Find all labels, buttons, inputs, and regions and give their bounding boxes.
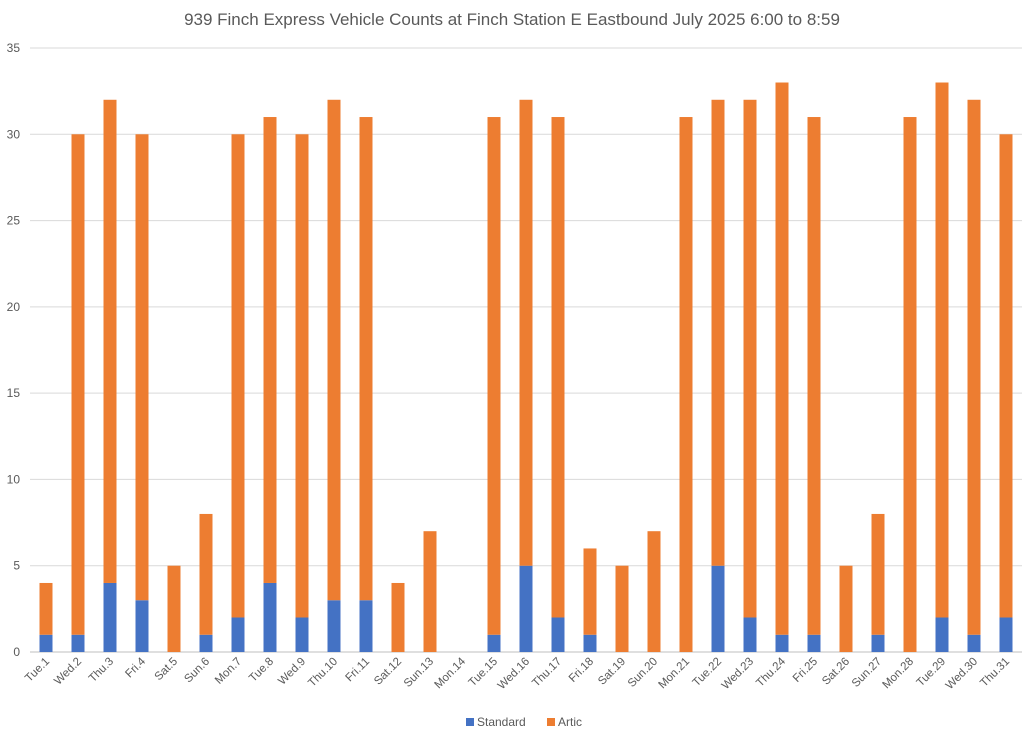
bar-standard-Wed.16 <box>519 565 533 652</box>
chart-title: 939 Finch Express Vehicle Counts at Finc… <box>184 10 840 29</box>
bar-standard-Tue.1 <box>39 634 53 652</box>
y-axis-ticks: 0 5 10 15 20 25 30 35 <box>7 41 21 659</box>
bar-artic-Wed.16 <box>519 99 533 566</box>
x-tick-label: Wed.2 <box>52 656 84 688</box>
y-tick-label: 0 <box>13 645 20 659</box>
x-tick-label: Fri.11 <box>343 656 372 685</box>
x-tick-label: Thu.31 <box>978 656 1012 690</box>
bar-artic-Sat.5 <box>167 565 181 652</box>
legend-swatch-artic <box>547 718 555 726</box>
bar-artic-Tue.22 <box>711 99 725 566</box>
bar-artic-Mon.21 <box>679 117 693 653</box>
y-tick-label: 25 <box>7 214 21 228</box>
x-tick-label: Sun.20 <box>626 656 660 690</box>
bar-standard-Fri.18 <box>583 634 597 652</box>
legend-label-artic: Artic <box>558 715 582 729</box>
bar-standard-Wed.23 <box>743 617 757 652</box>
bar-artic-Thu.17 <box>551 117 565 618</box>
bar-artic-Fri.25 <box>807 117 821 635</box>
x-tick-label: Mon.7 <box>213 656 244 687</box>
bar-artic-Sat.19 <box>615 565 629 652</box>
x-tick-label: Sat.19 <box>596 656 628 688</box>
x-tick-label: Tue.1 <box>23 656 52 685</box>
bar-artic-Sun.6 <box>199 513 213 635</box>
x-tick-label: Mon.14 <box>433 655 469 691</box>
bar-standard-Fri.4 <box>135 600 149 652</box>
x-tick-label: Sun.27 <box>850 656 884 690</box>
x-tick-label: Sat.26 <box>820 656 852 688</box>
y-tick-label: 15 <box>7 386 21 400</box>
bar-artic-Thu.31 <box>999 134 1013 618</box>
bar-standard-Tue.8 <box>263 582 277 652</box>
bar-standard-Wed.30 <box>967 634 981 652</box>
x-tick-label: Wed.23 <box>720 656 756 692</box>
legend-label-standard: Standard <box>477 715 526 729</box>
bar-artic-Tue.1 <box>39 582 53 635</box>
x-tick-label: Mon.28 <box>881 656 917 692</box>
x-tick-label: Wed.9 <box>276 656 308 688</box>
x-tick-label: Sun.6 <box>182 656 212 686</box>
bar-artic-Thu.3 <box>103 99 117 583</box>
bar-standard-Tue.29 <box>935 617 949 652</box>
x-tick-label: Thu.3 <box>87 656 116 685</box>
legend-swatch-standard <box>466 718 474 726</box>
bar-artic-Tue.29 <box>935 82 949 618</box>
x-tick-label: Sat.12 <box>372 656 404 688</box>
bar-artic-Sun.13 <box>423 531 437 652</box>
bar-standard-Thu.10 <box>327 600 341 652</box>
bar-standard-Wed.9 <box>295 617 309 652</box>
bar-artic-Mon.7 <box>231 134 245 618</box>
bar-standard-Tue.15 <box>487 634 501 652</box>
bar-artic-Wed.30 <box>967 99 981 635</box>
bar-artic-Wed.23 <box>743 99 757 618</box>
y-tick-label: 10 <box>7 472 21 486</box>
x-tick-label: Mon.21 <box>657 656 693 692</box>
bar-standard-Tue.22 <box>711 565 725 652</box>
bar-artic-Sat.12 <box>391 582 405 652</box>
bar-standard-Thu.24 <box>775 634 789 652</box>
y-tick-label: 30 <box>7 127 21 141</box>
x-axis-ticks: Tue.1 Wed.2 Thu.3 Fri.4 Sat.5 Sun.6 Mon.7 Tue.8… <box>23 655 1012 692</box>
bar-artic-Sun.20 <box>647 531 661 652</box>
bar-standard-Fri.11 <box>359 600 373 652</box>
x-tick-label: Wed.30 <box>944 656 980 692</box>
y-tick-label: 35 <box>7 41 21 55</box>
bar-artic-Sun.27 <box>871 513 885 635</box>
bar-standard-Fri.25 <box>807 634 821 652</box>
bar-artic-Tue.8 <box>263 117 277 583</box>
bar-artic-Tue.15 <box>487 117 501 635</box>
bar-standard-Wed.2 <box>71 634 85 652</box>
x-tick-label: Fri.18 <box>567 656 596 685</box>
bar-standard-Sun.6 <box>199 634 213 652</box>
x-tick-label: Sat.5 <box>153 656 180 683</box>
y-tick-label: 20 <box>7 300 21 314</box>
y-tick-label: 5 <box>13 559 20 573</box>
bar-standard-Mon.7 <box>231 617 245 652</box>
bar-artic-Thu.10 <box>327 99 341 601</box>
bar-artic-Sat.26 <box>839 565 853 652</box>
bar-artic-Wed.9 <box>295 134 309 618</box>
bars <box>39 82 1013 653</box>
bar-standard-Thu.17 <box>551 617 565 652</box>
legend: Standard Artic <box>466 715 582 729</box>
x-tick-label: Fri.4 <box>123 655 148 680</box>
x-tick-label: Fri.25 <box>791 656 820 685</box>
bar-artic-Mon.28 <box>903 117 917 653</box>
x-tick-label: Thu.17 <box>530 656 564 690</box>
x-tick-label: Wed.16 <box>496 656 532 692</box>
bar-standard-Thu.31 <box>999 617 1013 652</box>
bar-artic-Fri.11 <box>359 117 373 601</box>
bar-artic-Thu.24 <box>775 82 789 635</box>
x-tick-label: Tue.8 <box>247 656 276 685</box>
x-tick-label: Thu.10 <box>306 656 340 690</box>
bar-standard-Thu.3 <box>103 582 117 652</box>
x-tick-label: Sun.13 <box>402 656 436 690</box>
bar-artic-Wed.2 <box>71 134 85 635</box>
bar-artic-Fri.18 <box>583 548 597 635</box>
bar-artic-Fri.4 <box>135 134 149 601</box>
x-tick-label: Thu.24 <box>754 655 788 689</box>
bar-standard-Sun.27 <box>871 634 885 652</box>
